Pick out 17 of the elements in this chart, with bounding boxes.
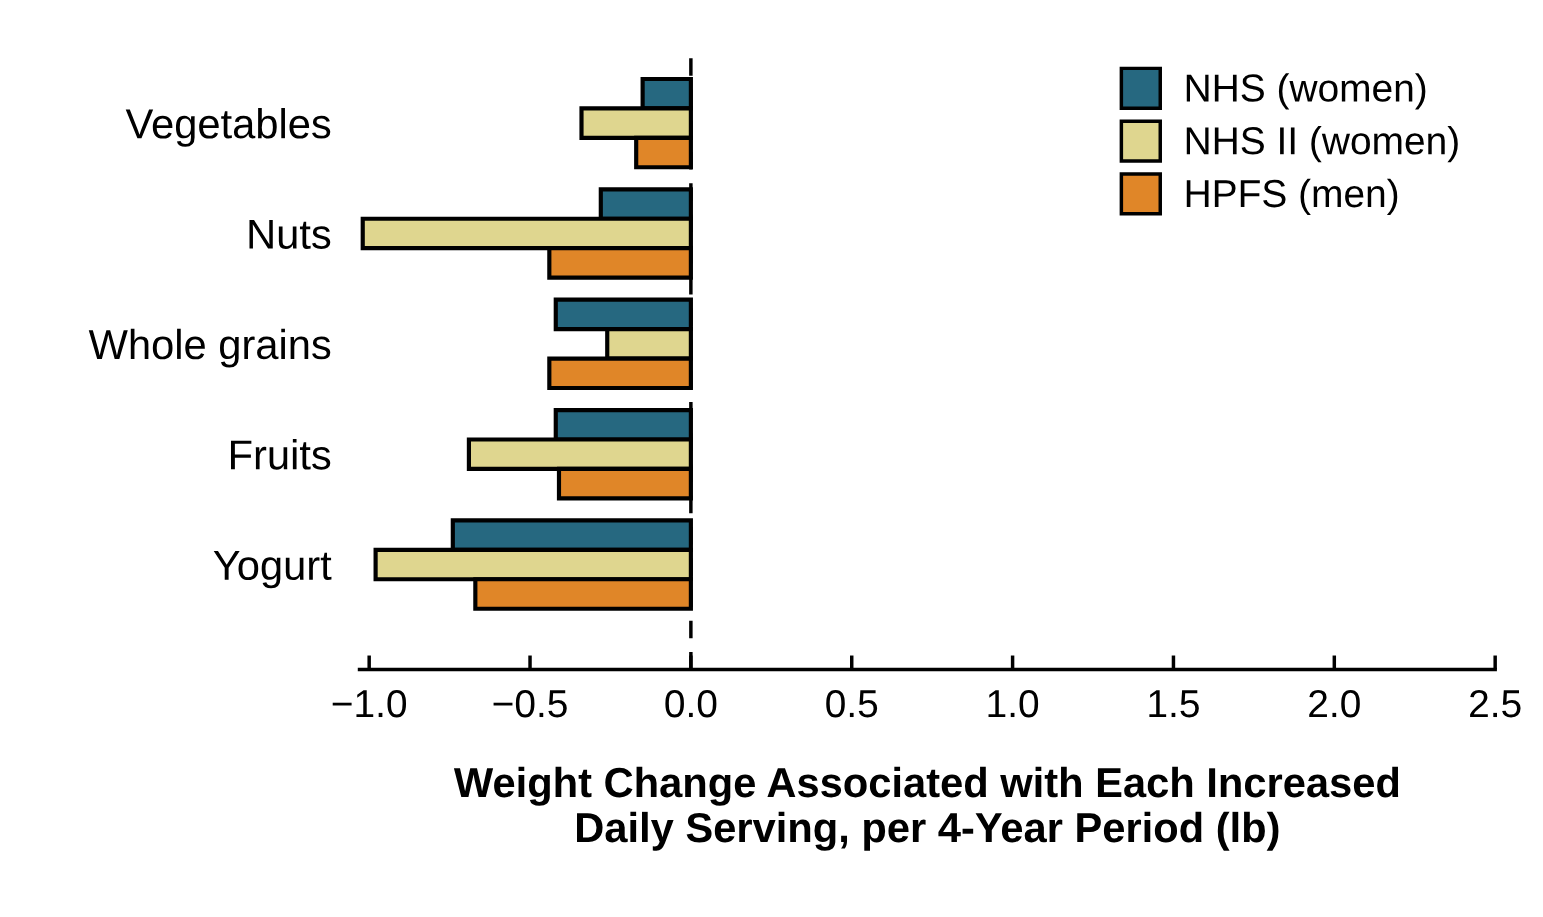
x-tick-label: 2.5 <box>1470 689 1521 718</box>
y-tick-label: Fruits <box>231 439 331 470</box>
x-tick-label: 1.5 <box>1149 690 1199 718</box>
x-tick-label: 1.0 <box>988 689 1039 718</box>
y-tick-label: Vegetables <box>125 108 331 147</box>
y-tick-label: Yogurt <box>213 551 332 589</box>
x-tick-label: 0.5 <box>826 689 878 718</box>
x-tick-label: 2.0 <box>1309 689 1360 718</box>
legend-label: HPFS (men) <box>1186 178 1398 216</box>
x-tick-label: −0.5 <box>493 689 567 718</box>
x-axis-title: Weight Change Associated with Each Increased Daily Serving, per 4-Year Period (lb) <box>453 766 1399 851</box>
legend-label: NHS (women) <box>1186 73 1426 110</box>
y-tick-label: Nuts <box>249 219 331 249</box>
x-tick-label: −1.0 <box>332 689 407 718</box>
legend-label: NHS II (women) <box>1186 126 1458 163</box>
y-tick-label: Whole grains <box>88 328 331 368</box>
x-tick-label: 0.0 <box>665 689 717 718</box>
